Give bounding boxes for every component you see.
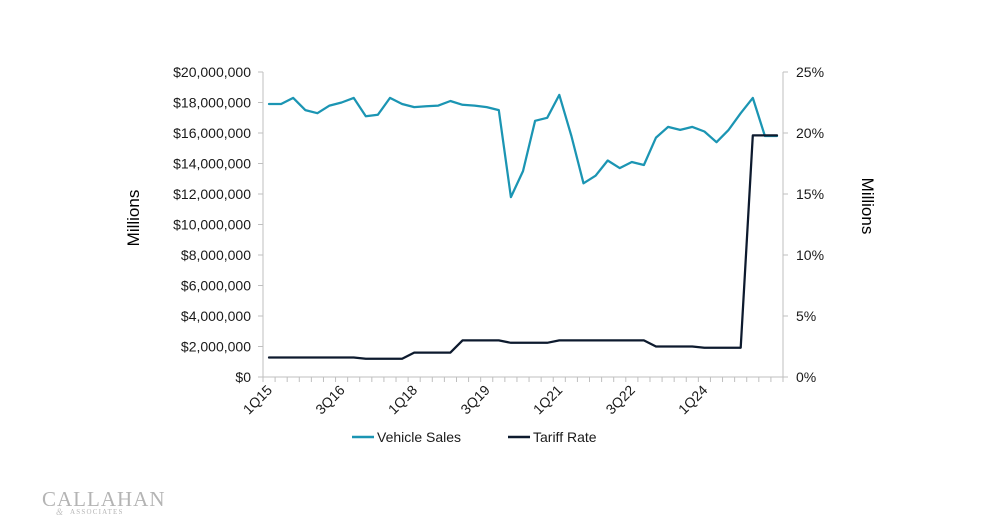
x-tick-label: 1Q24 [675,382,711,418]
series-lines [267,93,779,360]
logo-ampersand: & [56,507,64,517]
left-tick-label: $12,000,000 [173,186,251,202]
x-tick-label: 1Q18 [385,382,421,418]
left-tick-label: $16,000,000 [173,125,251,141]
left-tick-label: $14,000,000 [173,156,251,172]
chart-legend: Vehicle Sales Tariff Rate [352,429,597,445]
x-tick-label: 1Q15 [240,382,276,418]
x-tick-label: 3Q19 [457,382,493,418]
right-tick-label: 5% [796,308,816,324]
right-tick-label: 0% [796,369,816,385]
left-tick-label: $0 [235,369,251,385]
callahan-logo: CALLAHAN & ASSOCIATES [42,489,165,517]
left-tick-label: $20,000,000 [173,64,251,80]
right-tick-label: 10% [796,247,824,263]
legend-label: Tariff Rate [533,429,597,445]
legend-label: Vehicle Sales [377,429,461,445]
left-tick-label: $10,000,000 [173,217,251,233]
left-tick-label: $2,000,000 [181,339,251,355]
right-axis-title: Millions [858,178,877,235]
left-axis-title: Millions [124,190,143,247]
x-tick-label: 3Q16 [312,382,348,418]
series-line-vehicle-sales [267,93,779,199]
left-tick-label: $4,000,000 [181,308,251,324]
left-tick-label: $8,000,000 [181,247,251,263]
left-axis-ticks: $0 $2,000,000 $4,000,000 $6,000,000 $8,000,0… [173,64,263,385]
right-tick-label: 15% [796,186,824,202]
right-tick-label: 25% [796,64,824,80]
chart-axes [262,72,784,378]
left-tick-label: $18,000,000 [173,95,251,111]
x-tick-label: 3Q22 [602,382,638,418]
right-axis-ticks: 0% 5% 10% 15% 20% 25% [783,64,824,385]
right-tick-label: 20% [796,125,824,141]
logo-subtitle: ASSOCIATES [70,508,124,516]
x-tick-label: 1Q21 [530,382,566,418]
left-tick-label: $6,000,000 [181,278,251,294]
logo-wordmark: CALLAHAN [42,487,166,511]
x-axis-ticks: 1Q15 3Q16 1Q18 3Q19 1Q21 3Q22 1Q24 [240,377,784,418]
series-line-tariff-rate [267,134,779,360]
